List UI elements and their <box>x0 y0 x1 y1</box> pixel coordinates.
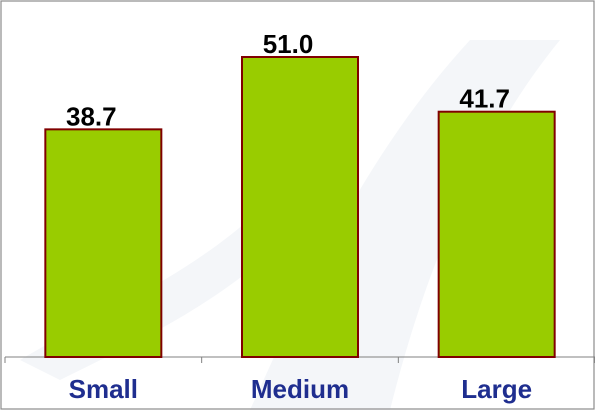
value-labels: 38.7 51.0 41.7 <box>66 29 510 131</box>
bar-large <box>437 110 556 358</box>
bar-medium <box>241 56 359 358</box>
category-label-medium: Medium <box>251 374 349 404</box>
value-label-small: 38.7 <box>66 101 117 131</box>
value-label-medium: 51.0 <box>263 29 314 59</box>
category-labels: Small Medium Large <box>69 374 532 404</box>
category-label-small: Small <box>69 374 138 404</box>
bar-small <box>44 128 163 358</box>
bar-series <box>44 56 556 358</box>
category-label-large: Large <box>461 374 532 404</box>
value-label-large: 41.7 <box>459 84 510 114</box>
